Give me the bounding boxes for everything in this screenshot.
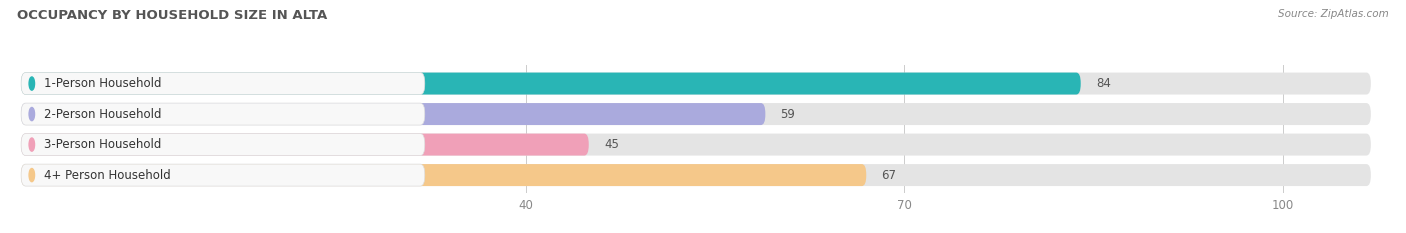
FancyBboxPatch shape [21,103,425,125]
FancyBboxPatch shape [21,103,765,125]
FancyBboxPatch shape [21,164,425,186]
FancyBboxPatch shape [21,72,1371,95]
FancyBboxPatch shape [21,164,1371,186]
Text: Source: ZipAtlas.com: Source: ZipAtlas.com [1278,9,1389,19]
FancyBboxPatch shape [21,72,1081,95]
Circle shape [30,77,35,90]
FancyBboxPatch shape [21,103,1371,125]
Text: 59: 59 [780,108,796,120]
Text: 1-Person Household: 1-Person Household [45,77,162,90]
Text: 67: 67 [882,169,897,182]
Circle shape [30,107,35,121]
FancyBboxPatch shape [21,134,589,156]
Text: OCCUPANCY BY HOUSEHOLD SIZE IN ALTA: OCCUPANCY BY HOUSEHOLD SIZE IN ALTA [17,9,328,22]
FancyBboxPatch shape [21,134,1371,156]
Text: 4+ Person Household: 4+ Person Household [45,169,172,182]
Text: 45: 45 [605,138,619,151]
FancyBboxPatch shape [21,134,425,156]
Circle shape [30,168,35,182]
FancyBboxPatch shape [21,72,425,95]
Circle shape [30,138,35,151]
FancyBboxPatch shape [21,164,866,186]
Text: 84: 84 [1095,77,1111,90]
Text: 2-Person Household: 2-Person Household [45,108,162,120]
Text: 3-Person Household: 3-Person Household [45,138,162,151]
